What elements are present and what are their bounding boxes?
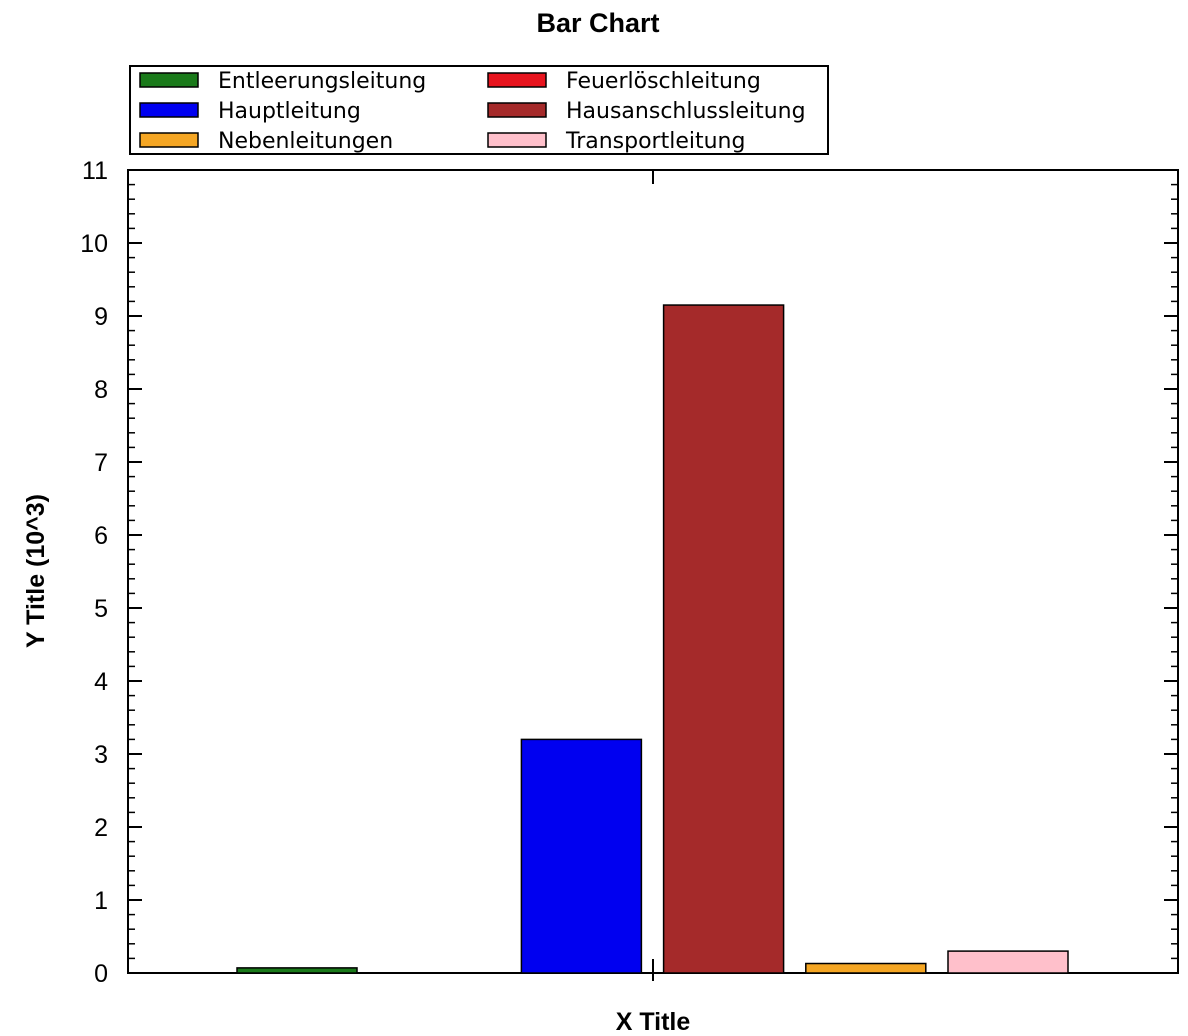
y-tick-label: 8 — [94, 376, 108, 404]
legend-label: Feuerlöschleitung — [566, 69, 761, 94]
legend-swatch — [487, 132, 547, 148]
y-tick-label: 10 — [80, 230, 108, 258]
bars — [236, 304, 1069, 974]
legend-swatch — [139, 102, 199, 118]
legend: Entleerungsleitung Feuerlöschleitung Haupt… — [129, 65, 829, 155]
y-tick-label: 2 — [94, 814, 108, 842]
bar-transportleitung — [947, 950, 1069, 974]
y-tick-label: 0 — [94, 960, 108, 988]
legend-label: Transportleitung — [565, 129, 745, 154]
legend-swatch — [487, 72, 547, 88]
legend-label: Entleerungsleitung — [218, 69, 426, 94]
y-tick-label: 5 — [94, 595, 108, 623]
y-tick-label: 1 — [94, 887, 108, 915]
y-axis-title: Y Title (10^3) — [22, 494, 50, 648]
legend-swatch — [139, 72, 199, 88]
legend-label: Hausanschlussleitung — [566, 99, 806, 124]
y-tick-label: 7 — [94, 449, 108, 477]
bar-hausanschlussleitung — [662, 304, 785, 974]
chart-title: Bar Chart — [536, 8, 659, 38]
bar-entleerungsleitung — [236, 967, 358, 974]
y-axis: 0 1 2 3 4 5 6 7 8 9 10 11 — [80, 157, 1178, 988]
bar-hauptleitung — [520, 738, 643, 974]
plot-frame — [127, 169, 1179, 974]
legend-swatch — [139, 132, 199, 148]
y-tick-label: 6 — [94, 522, 108, 550]
legend-label: Hauptleitung — [218, 99, 361, 124]
plot-axes — [127, 169, 1179, 974]
y-tick-label: 11 — [82, 157, 108, 185]
x-axis-title: X Title — [616, 1008, 691, 1036]
legend-swatch — [487, 102, 547, 118]
bar-nebenleitungen — [805, 962, 927, 974]
y-tick-label: 4 — [94, 668, 108, 696]
y-tick-label: 3 — [94, 741, 108, 769]
y-tick-label: 9 — [94, 303, 108, 331]
legend-box — [129, 65, 829, 155]
legend-label: Nebenleitungen — [218, 129, 393, 154]
